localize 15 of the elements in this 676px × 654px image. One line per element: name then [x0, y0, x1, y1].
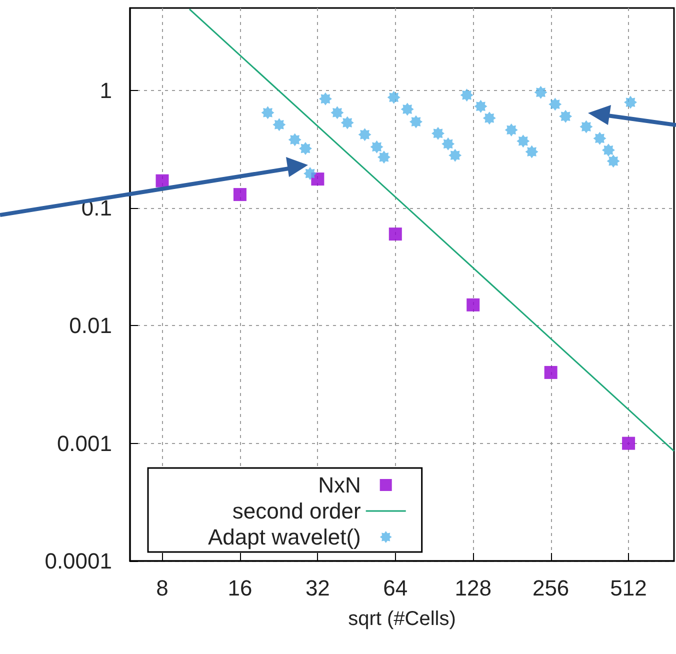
x-tick-label: 512	[610, 576, 647, 600]
x-tick-label: 32	[305, 576, 330, 600]
y-tick-label: 1	[100, 78, 112, 103]
legend-label: NxN	[318, 472, 361, 498]
x-tick-label: 256	[532, 576, 570, 600]
legend-label: second order	[232, 498, 361, 524]
x-tick-label: 8	[156, 576, 168, 600]
x-tick-label: 16	[228, 576, 252, 600]
y-tick-label: 0.01	[69, 313, 112, 338]
x-tick-label: 64	[383, 576, 408, 600]
y-tick-label: 0.0001	[44, 548, 112, 574]
x-tick-label: 128	[454, 576, 492, 600]
x-axis-title: sqrt (#Cells)	[348, 608, 456, 630]
legend-label: Adapt wavelet()	[208, 524, 361, 550]
y-tick-label: 0.001	[56, 430, 112, 456]
